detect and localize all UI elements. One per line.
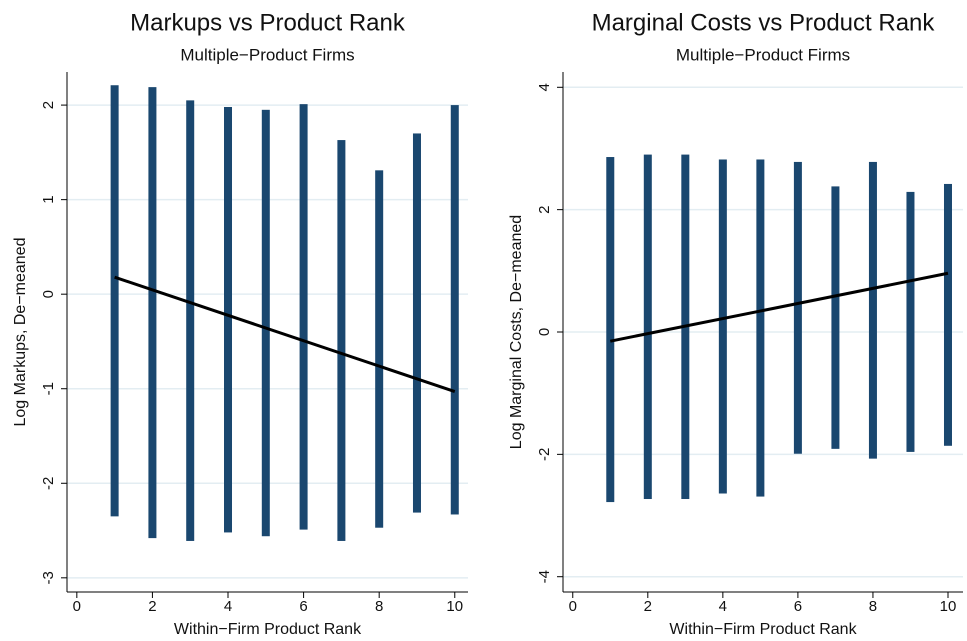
fit-line: [609, 271, 949, 343]
x-tick-label: 4: [224, 598, 232, 615]
y-tick-label: 4: [536, 83, 553, 91]
point-strip: [224, 106, 233, 533]
fit-line: [114, 275, 456, 393]
point-strip: [868, 161, 877, 459]
point-strip: [831, 186, 840, 449]
point-strip: [148, 87, 157, 539]
y-tick-label: 2: [40, 101, 57, 109]
y-tick-label: -2: [40, 477, 57, 490]
y-tick-label: -3: [40, 571, 57, 584]
x-tick-label: 8: [869, 598, 877, 615]
x-tick-label: 6: [794, 598, 802, 615]
point-strip: [412, 133, 421, 513]
x-tick-label: 2: [148, 598, 156, 615]
x-axis-title: Within−Firm Product Rank: [669, 621, 857, 638]
x-axis-title: Within−Firm Product Rank: [174, 621, 362, 638]
point-strip: [643, 154, 652, 500]
point-strip: [606, 157, 615, 503]
x-tick-label: 4: [719, 598, 727, 615]
x-tick-label: 10: [446, 598, 463, 615]
point-strip: [261, 109, 270, 537]
x-tick-label: 0: [73, 598, 81, 615]
y-tick-label: -2: [536, 448, 553, 461]
x-tick-label: 6: [299, 598, 307, 615]
point-strip: [906, 191, 915, 452]
y-tick-label: -1: [40, 382, 57, 395]
point-strip: [299, 104, 308, 530]
point-strip: [943, 183, 952, 446]
y-tick-label: 0: [536, 328, 553, 336]
point-strip: [718, 159, 727, 494]
x-tick-label: 8: [375, 598, 383, 615]
y-tick-label: 1: [40, 195, 57, 203]
point-strip: [756, 159, 765, 497]
point-strip: [793, 161, 802, 454]
point-strip: [337, 140, 346, 541]
chart-subtitle: Multiple−Product Firms: [180, 45, 354, 64]
y-tick-label: 0: [40, 290, 57, 298]
y-axis-title: Log Markups, De−meaned: [12, 238, 29, 427]
y-tick-label: -4: [536, 570, 553, 583]
chart-title: Markups vs Product Rank: [130, 9, 406, 36]
point-strip: [450, 105, 459, 515]
chart-subtitle: Multiple−Product Firms: [676, 45, 850, 64]
y-tick-label: 2: [536, 205, 553, 213]
point-strip: [110, 85, 119, 517]
x-tick-label: 2: [644, 598, 652, 615]
chart-title: Marginal Costs vs Product Rank: [592, 9, 936, 36]
x-tick-label: 10: [940, 598, 957, 615]
point-strip: [186, 100, 195, 541]
point-strip: [375, 170, 384, 528]
y-axis-title: Log Marginal Costs, De−meaned: [508, 215, 525, 449]
x-tick-label: 0: [569, 598, 577, 615]
